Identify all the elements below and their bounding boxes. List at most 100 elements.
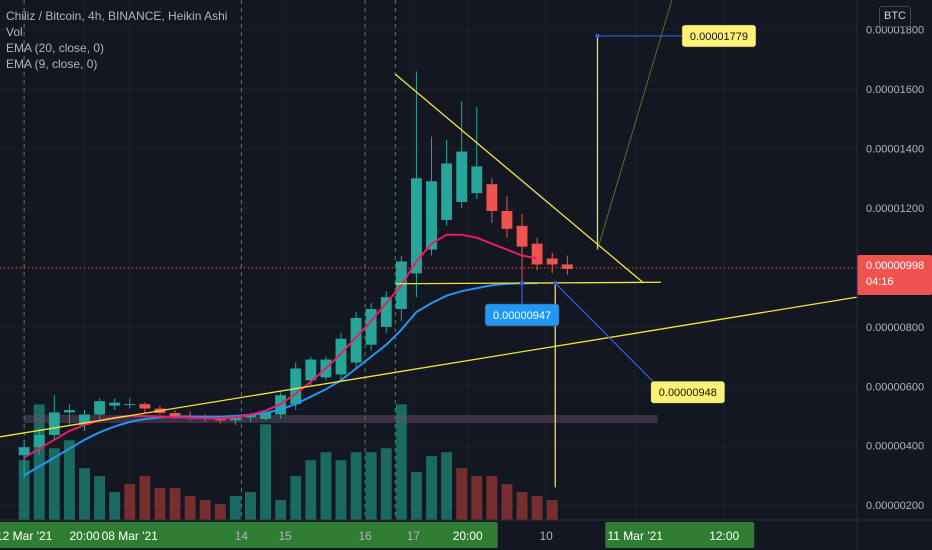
volume-bar [94, 476, 106, 520]
candle [441, 139, 453, 226]
chart-legend: Chiliz / Bitcoin, 4h, BINANCE, Heikin As… [6, 8, 227, 72]
time-tick-label: 14 [235, 529, 249, 543]
price-tick-label: 0.00000400 [866, 441, 924, 453]
candle-body [260, 413, 271, 419]
candle [335, 332, 347, 381]
volume-bar [79, 468, 90, 520]
legend-title[interactable]: Chiliz / Bitcoin, 4h, BINANCE, Heikin As… [6, 9, 228, 23]
candle-body [471, 166, 483, 194]
candle [426, 136, 437, 256]
candle-body [561, 264, 573, 269]
price-axis: 0.00001800 0.00001600 0.00001400 0.00001200… [857, 0, 932, 550]
time-highlight [0, 522, 115, 548]
legend-ema20[interactable]: EMA (20, close, 0) [6, 41, 105, 55]
currency-button[interactable]: BTC [879, 6, 911, 27]
ema-level-label: 0.00000947 [484, 303, 560, 327]
candle-body [229, 417, 241, 421]
candle [471, 106, 483, 200]
volume-bars [18, 404, 558, 520]
time-tick-label: 20:00 [69, 529, 99, 543]
price-tick-label: 0.00001600 [866, 84, 924, 96]
anchor-dot [519, 280, 525, 286]
candle-body [245, 414, 256, 418]
candle [290, 362, 302, 411]
price-tick-label: 0.00001800 [866, 25, 924, 37]
callouts: 0.00001779 0.00000947 0.00000948 [484, 24, 757, 404]
candle [546, 252, 558, 274]
candle [531, 237, 543, 271]
legend-vol[interactable]: Vol [6, 25, 23, 39]
target-price-label: 0.00001779 [681, 24, 757, 48]
candle-body [305, 359, 317, 381]
volume-bar [184, 496, 196, 520]
candle-body [33, 435, 45, 448]
time-tick-label: 17 [407, 529, 421, 543]
volume-bar [63, 440, 75, 520]
target-price-label-text: 0.00001779 [690, 31, 748, 43]
volume-bar [320, 452, 332, 520]
anchor-dot [595, 33, 600, 39]
time-tick-label: 11 Mar '21 [607, 529, 663, 543]
price-tick-label: 0.00001400 [866, 144, 924, 156]
volume-bar [456, 468, 468, 520]
volume-bar [245, 492, 256, 520]
triangle-upper-line [394, 73, 644, 283]
time-tick-label: 12:00 [709, 529, 739, 543]
volume-bar [33, 404, 45, 520]
ema20-line [23, 282, 538, 477]
price-tick-label: 0.00001200 [866, 203, 924, 215]
price-tick-label: 0.00000600 [866, 381, 924, 393]
candle-body [365, 309, 377, 345]
drawings [0, 0, 858, 488]
candle-body [124, 404, 136, 406]
volume-bar [124, 484, 136, 520]
candle-body [456, 151, 468, 203]
candle [79, 410, 90, 431]
candle-body [531, 243, 543, 265]
candle-body [380, 297, 392, 327]
candle [350, 312, 362, 369]
volume-bar [486, 476, 498, 520]
candle [124, 398, 136, 409]
volume-bar [18, 460, 30, 520]
resistance-band [24, 414, 658, 423]
candle [94, 398, 106, 419]
candle-body [546, 258, 558, 265]
volume-bar [214, 504, 226, 520]
candles [18, 71, 573, 479]
faint-diagonal-line [597, 0, 673, 250]
ema-level-label-box [484, 303, 560, 327]
time-tick-label: 20:00 [453, 529, 483, 543]
candle-body [109, 402, 121, 406]
candle [410, 71, 422, 298]
time-highlight [99, 522, 498, 548]
volume-bar [426, 456, 437, 520]
ema-level-label-text: 0.00000947 [493, 310, 551, 322]
candle [561, 255, 573, 275]
last-price-value: 0.00000998 [866, 260, 924, 272]
break-level-label: 0.00000948 [650, 380, 726, 404]
candle [501, 196, 513, 238]
anchor-dot [553, 280, 558, 286]
volume-bar [154, 488, 166, 520]
volume-bar [199, 500, 211, 520]
volume-bar [395, 404, 407, 520]
time-tick-label: 12 Mar '21 [0, 529, 53, 543]
candle-body [290, 368, 302, 405]
candle-body [79, 414, 90, 425]
target-price-label-box [681, 24, 757, 48]
candle [380, 291, 392, 333]
volume-bar [305, 460, 317, 520]
legend-ema9[interactable]: EMA (9, close, 0) [6, 57, 98, 71]
candle [486, 178, 498, 223]
countdown-label: 04:16 [866, 276, 894, 288]
candle-body [214, 418, 226, 421]
volume-bar [335, 460, 347, 520]
drawings-under [24, 414, 658, 423]
volume-bar [109, 492, 121, 520]
candle-body [48, 412, 60, 436]
volume-bar [290, 476, 302, 520]
volume-bar [546, 500, 558, 520]
